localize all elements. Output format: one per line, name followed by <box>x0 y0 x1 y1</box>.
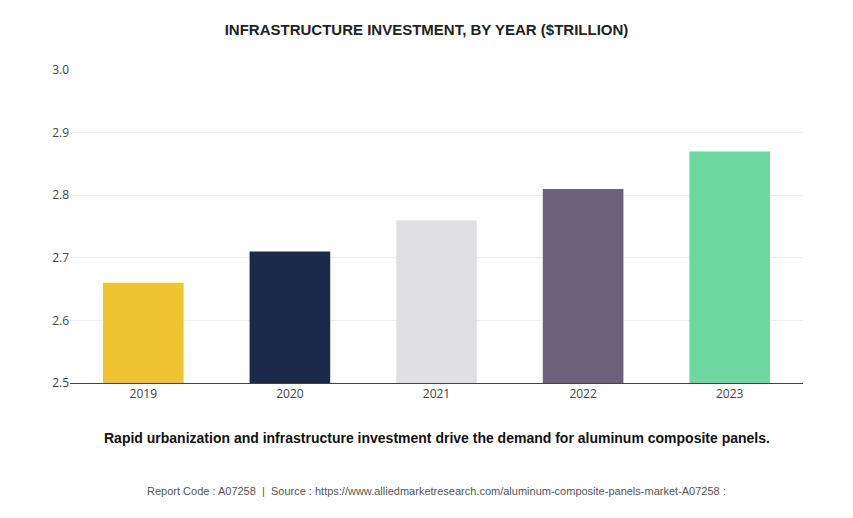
svg-text:2.5: 2.5 <box>52 374 69 391</box>
svg-text:2021: 2021 <box>423 385 450 402</box>
svg-text:2.7: 2.7 <box>52 249 69 266</box>
svg-text:3.0: 3.0 <box>52 61 69 78</box>
svg-text:2.9: 2.9 <box>52 124 69 141</box>
svg-text:INFRASTRUCTURE INVESTMENT, BY: INFRASTRUCTURE INVESTMENT, BY YEAR ($TRI… <box>225 21 629 38</box>
svg-text:2020: 2020 <box>276 385 304 402</box>
svg-text:2.6: 2.6 <box>52 312 69 329</box>
svg-text:2.8: 2.8 <box>52 186 69 203</box>
svg-text:Rapid urbanization and infrast: Rapid urbanization and infrastructure in… <box>104 430 770 446</box>
svg-text:2019: 2019 <box>130 385 158 402</box>
svg-text:2023: 2023 <box>716 385 744 402</box>
svg-text:Report Code : A07258 | Sourc: Report Code : A07258 | Source : https://… <box>147 485 726 497</box>
svg-text:2022: 2022 <box>569 385 597 402</box>
